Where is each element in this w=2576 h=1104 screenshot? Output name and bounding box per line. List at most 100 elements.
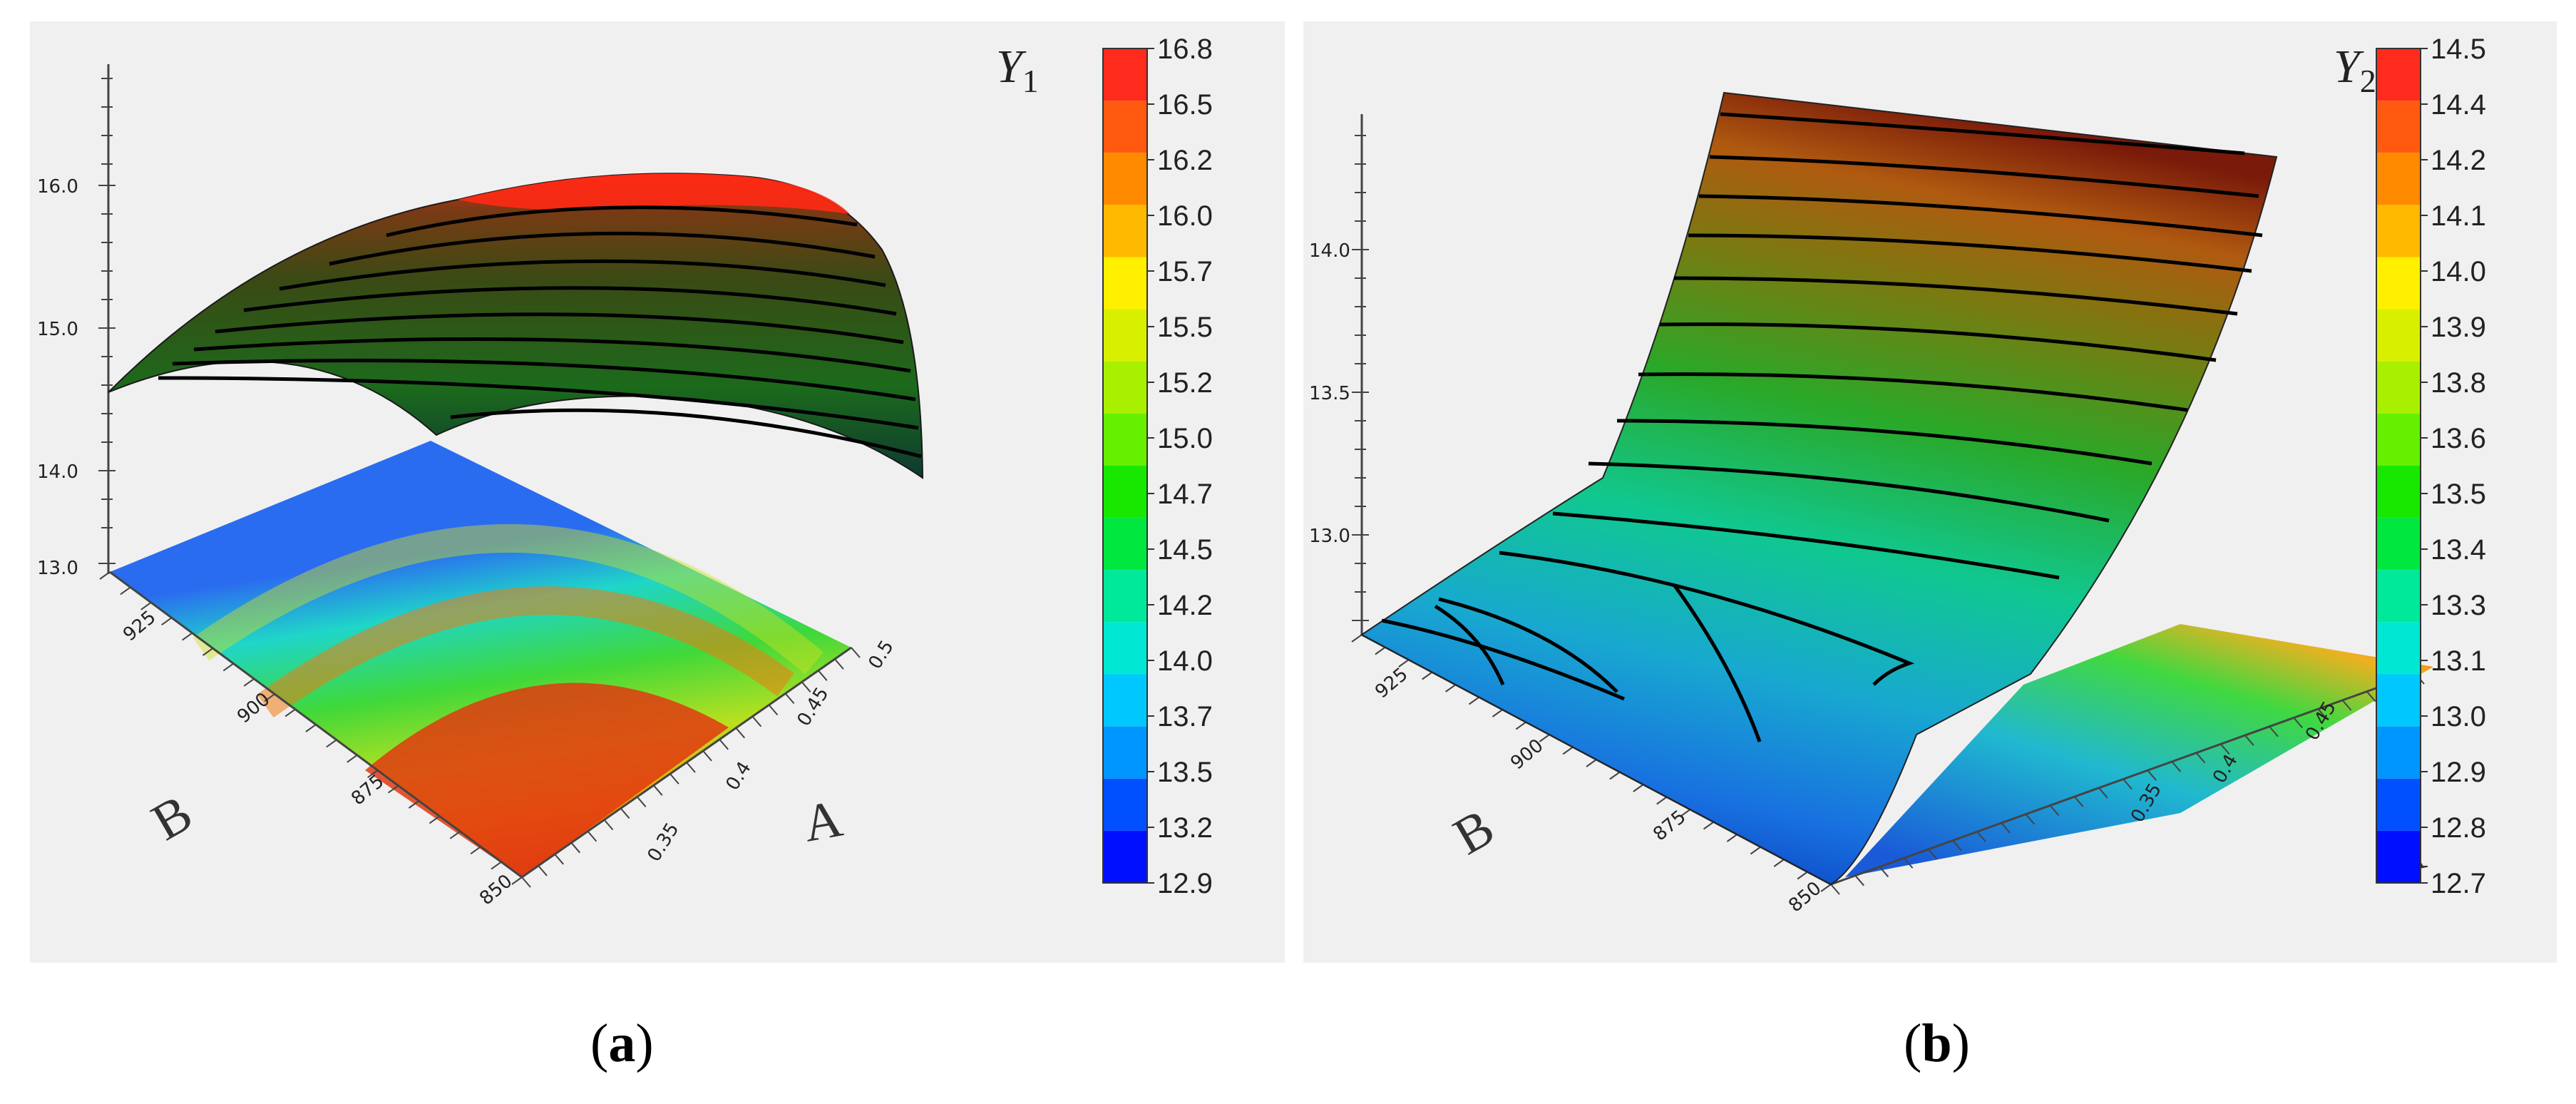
colorbar-tick-label: 16.8 [1157, 34, 1213, 65]
edge-tick [2025, 814, 2036, 825]
colorbar-cell [1103, 205, 1147, 257]
edge-tick [1750, 846, 1761, 855]
colorbar-tick-label: 13.5 [2431, 479, 2486, 510]
edge-tick [686, 762, 696, 773]
colorbar-tick-label: 14.2 [2431, 145, 2486, 176]
edge-tick [449, 830, 461, 839]
edge-tick [1952, 839, 1962, 852]
edge-tick [2171, 761, 2182, 772]
edge-tick [408, 800, 420, 809]
b-tick-label: 850 [1785, 877, 1825, 916]
colorbar-cell [1103, 309, 1147, 362]
colorbar-tick-label: 15.2 [1157, 367, 1213, 399]
colorbar-cell [1103, 361, 1147, 414]
edge-tick [99, 571, 111, 580]
edge-tick [1656, 796, 1668, 805]
edge-tick [305, 724, 317, 732]
edge-tick [222, 663, 234, 672]
colorbar-tick-label: 12.7 [2431, 868, 2486, 899]
colorbar-cell [1103, 413, 1147, 466]
colorbar-tick-label: 15.7 [1157, 256, 1213, 287]
floor-contour-projection [1845, 624, 2433, 877]
edge-tick [1398, 659, 1410, 668]
edge-tick [1680, 809, 1691, 817]
surface-contour-line [1672, 583, 1762, 742]
edge-tick [653, 784, 663, 796]
colorbar-tick-label: 16.2 [1157, 145, 1213, 176]
b-axis-ticks [99, 571, 523, 885]
response-surface [108, 173, 924, 479]
z-tick-label: 14.0 [1309, 240, 1350, 262]
colorbar-title: Y2 [2334, 41, 2376, 99]
colorbar-cell [1103, 257, 1147, 310]
edge-tick [768, 704, 779, 716]
edge-tick [1830, 884, 1840, 895]
colorbar-title: Y1 [996, 41, 1039, 99]
colorbar-tick-label: 15.0 [1157, 423, 1213, 454]
a-axis-ticks [1830, 673, 2425, 895]
colorbar-tick-label: 14.1 [2431, 200, 2486, 232]
colorbar-cell [2376, 726, 2421, 779]
edge-tick [1820, 884, 1832, 892]
edge-tick [2123, 778, 2133, 790]
edge-tick [388, 784, 399, 794]
colorbar-cell [1103, 830, 1147, 883]
edge-tick [470, 846, 481, 855]
b-axis-label: B [1444, 798, 1504, 867]
edge-tick [538, 865, 548, 876]
colorbar-cell [1103, 466, 1147, 518]
edge-tick [751, 715, 762, 727]
colorbar-tick-label: 13.0 [2431, 701, 2486, 732]
colorbar-cell [1103, 101, 1147, 153]
edge-tick [1773, 859, 1785, 867]
edge-tick [491, 861, 502, 870]
edge-tick [2269, 726, 2279, 737]
b-tick-label: 925 [119, 606, 160, 645]
b-axis-label: B [143, 784, 202, 852]
colorbar-tick-label: 15.5 [1157, 312, 1213, 343]
edge-tick [284, 708, 296, 717]
surface-contour-line [1434, 604, 1505, 685]
colorbar-cell [2376, 153, 2421, 205]
edge-tick [1609, 771, 1621, 780]
colorbar-cell [2376, 830, 2421, 883]
edge-tick [801, 681, 811, 692]
b-axis-ticks [1351, 634, 1832, 892]
edge-tick [120, 586, 131, 596]
edge-tick [202, 648, 214, 656]
edge-tick [2366, 690, 2376, 702]
edge-tick [2341, 700, 2352, 711]
z-axis-ticks [1352, 135, 1369, 621]
a-tick-label: 0.5 [864, 637, 898, 673]
edge-tick [2293, 717, 2303, 729]
chart-panel-b: 14.0 13.5 13.0 850 875 900 925 0.35 0.4 … [1303, 21, 2557, 963]
colorbar-cell [2376, 101, 2421, 153]
colorbar-cell [2376, 622, 2421, 675]
z-tick-label: 16.0 [37, 176, 78, 198]
edge-tick [1854, 875, 1864, 886]
surface-contour-lines [1381, 112, 2263, 701]
edge-tick [1351, 634, 1363, 643]
b-tick-label: 850 [476, 870, 516, 909]
colorbar-tick-label: 14.4 [2431, 89, 2486, 121]
z-tick-label: 13.5 [1309, 383, 1350, 404]
floor-contour-band [257, 586, 794, 718]
colorbar-tick-label: 13.1 [2431, 645, 2486, 677]
edge-tick [1703, 821, 1715, 830]
colorbar-tick-label: 14.0 [1157, 645, 1213, 677]
edge-tick [1445, 684, 1457, 692]
edge-tick [264, 693, 275, 702]
surface-contour-lines [158, 205, 922, 459]
edge-tick [1492, 709, 1503, 717]
a-tick-label: 0.45 [793, 684, 833, 730]
z-tick-label: 13.0 [37, 558, 78, 579]
colorbar-cell [2376, 674, 2421, 727]
edge-tick [2049, 804, 2060, 817]
colorbar-tick-label: 12.9 [1157, 868, 1213, 899]
colorbar-tick-label: 13.6 [2431, 423, 2486, 454]
edge-tick [818, 670, 828, 681]
edge-tick [669, 773, 679, 784]
edge-tick [851, 647, 861, 658]
caption-a: (a) [590, 1013, 654, 1073]
z-tick-label: 15.0 [37, 319, 78, 340]
